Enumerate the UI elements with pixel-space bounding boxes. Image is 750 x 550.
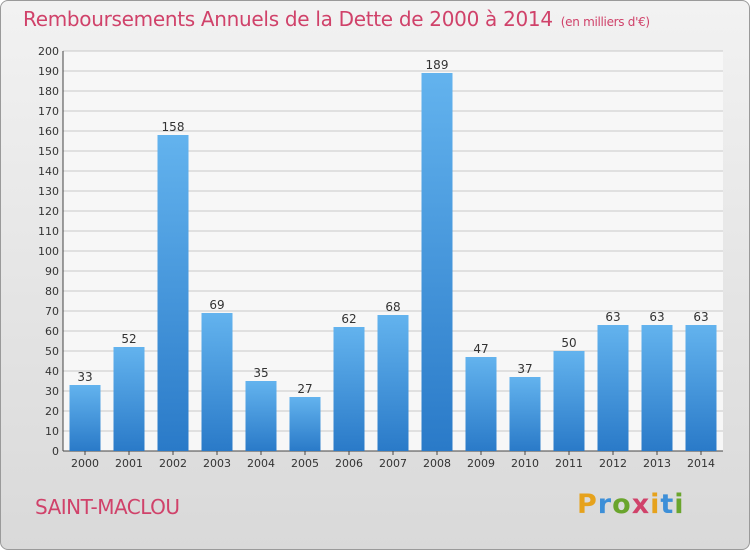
x-tick-label: 2003 [203, 457, 231, 470]
y-tick-label: 40 [45, 365, 59, 378]
data-label: 27 [297, 382, 312, 396]
logo-letter: P [577, 489, 598, 520]
bar [289, 397, 321, 451]
bar [377, 315, 409, 451]
logo-letter: i [650, 489, 661, 520]
data-label: 35 [253, 366, 268, 380]
data-label: 50 [561, 336, 576, 350]
x-tick-label: 2000 [71, 457, 99, 470]
y-tick-label: 10 [45, 425, 59, 438]
y-tick-label: 100 [38, 245, 59, 258]
x-tick-label: 2001 [115, 457, 143, 470]
x-tick-label: 2011 [555, 457, 583, 470]
bar [113, 347, 145, 451]
chart-title: Remboursements Annuels de la Dette de 20… [23, 7, 650, 31]
x-tick-label: 2009 [467, 457, 495, 470]
bar [201, 313, 233, 451]
bar [157, 135, 189, 451]
data-label: 158 [162, 120, 185, 134]
y-tick-label: 110 [38, 225, 59, 238]
title-text: Remboursements Annuels de la Dette de 20… [23, 7, 553, 31]
y-tick-label: 180 [38, 85, 59, 98]
x-tick-label: 2012 [599, 457, 627, 470]
logo-letter: o [612, 489, 632, 520]
proxiti-logo: Proxiti [577, 489, 685, 520]
logo-letter: r [597, 489, 613, 520]
y-tick-label: 130 [38, 185, 59, 198]
commune-name: SAINT-MACLOU [35, 495, 180, 519]
y-tick-label: 150 [38, 145, 59, 158]
bar [421, 73, 453, 451]
y-tick-label: 80 [45, 285, 59, 298]
y-tick-label: 140 [38, 165, 59, 178]
data-label: 62 [341, 312, 356, 326]
x-tick-label: 2008 [423, 457, 451, 470]
data-label: 37 [517, 362, 532, 376]
y-tick-label: 170 [38, 105, 59, 118]
data-label: 33 [77, 370, 92, 384]
bar [333, 327, 365, 451]
y-tick-label: 120 [38, 205, 59, 218]
data-label: 69 [209, 298, 224, 312]
bar [597, 325, 629, 451]
y-tick-label: 0 [52, 445, 59, 458]
x-tick-label: 2006 [335, 457, 363, 470]
y-tick-label: 90 [45, 265, 59, 278]
y-tick-label: 190 [38, 65, 59, 78]
logo-letter: t [660, 489, 675, 520]
bar [465, 357, 497, 451]
y-tick-label: 70 [45, 305, 59, 318]
y-tick-label: 50 [45, 345, 59, 358]
y-tick-label: 200 [38, 45, 59, 58]
x-tick-label: 2007 [379, 457, 407, 470]
x-tick-label: 2005 [291, 457, 319, 470]
x-tick-label: 2004 [247, 457, 275, 470]
bar [69, 385, 101, 451]
data-label: 63 [693, 310, 708, 324]
data-label: 189 [426, 58, 449, 72]
logo-letter: x [631, 489, 651, 520]
data-label: 52 [121, 332, 136, 346]
bar [245, 381, 277, 451]
bar [685, 325, 717, 451]
data-label: 47 [473, 342, 488, 356]
x-tick-label: 2002 [159, 457, 187, 470]
y-tick-label: 60 [45, 325, 59, 338]
x-tick-label: 2014 [687, 457, 715, 470]
y-tick-label: 160 [38, 125, 59, 138]
x-tick-label: 2013 [643, 457, 671, 470]
bar [553, 351, 585, 451]
data-label: 63 [605, 310, 620, 324]
y-tick-label: 30 [45, 385, 59, 398]
data-label: 63 [649, 310, 664, 324]
bar [509, 377, 541, 451]
data-label: 68 [385, 300, 400, 314]
bar [641, 325, 673, 451]
chart-subtitle: (en milliers d'€) [560, 15, 650, 29]
x-tick-label: 2010 [511, 457, 539, 470]
y-tick-label: 20 [45, 405, 59, 418]
logo-letter: i [674, 489, 685, 520]
